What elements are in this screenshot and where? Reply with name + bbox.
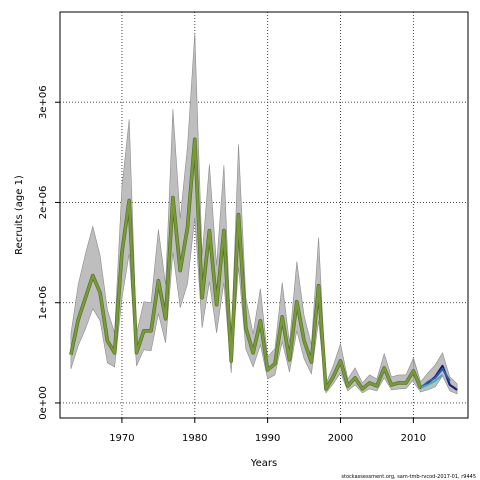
grid-lines xyxy=(60,12,468,418)
y-axis-label: Recruits (age 1) xyxy=(14,175,25,255)
x-tick-label: 1980 xyxy=(182,433,207,444)
x-tick-label: 2010 xyxy=(401,433,426,444)
confidence-band xyxy=(70,33,421,394)
x-axis-label: Years xyxy=(250,458,277,469)
credit-text: stockassessment.org, sam-tmb-rvcod-2017-… xyxy=(341,474,476,480)
estimate-line xyxy=(69,138,422,391)
x-tick-label: 1990 xyxy=(255,433,280,444)
y-tick-label: 1e+06 xyxy=(38,286,49,320)
estimate-lines xyxy=(69,137,458,391)
tail-line-b xyxy=(419,367,451,389)
x-tick-label: 2000 xyxy=(328,433,353,444)
x-tick-label: 1970 xyxy=(109,433,134,444)
y-tick-label: 0e+00 xyxy=(38,386,49,420)
tail-line-c xyxy=(420,374,444,389)
y-tick-label: 3e+06 xyxy=(38,85,49,119)
x-axis: 1970 1980 1990 2000 2010 xyxy=(109,418,426,444)
plot-frame xyxy=(59,11,469,419)
y-axis: 0e+00 1e+06 2e+06 3e+06 xyxy=(38,85,60,420)
y-tick-label: 2e+06 xyxy=(38,186,49,220)
